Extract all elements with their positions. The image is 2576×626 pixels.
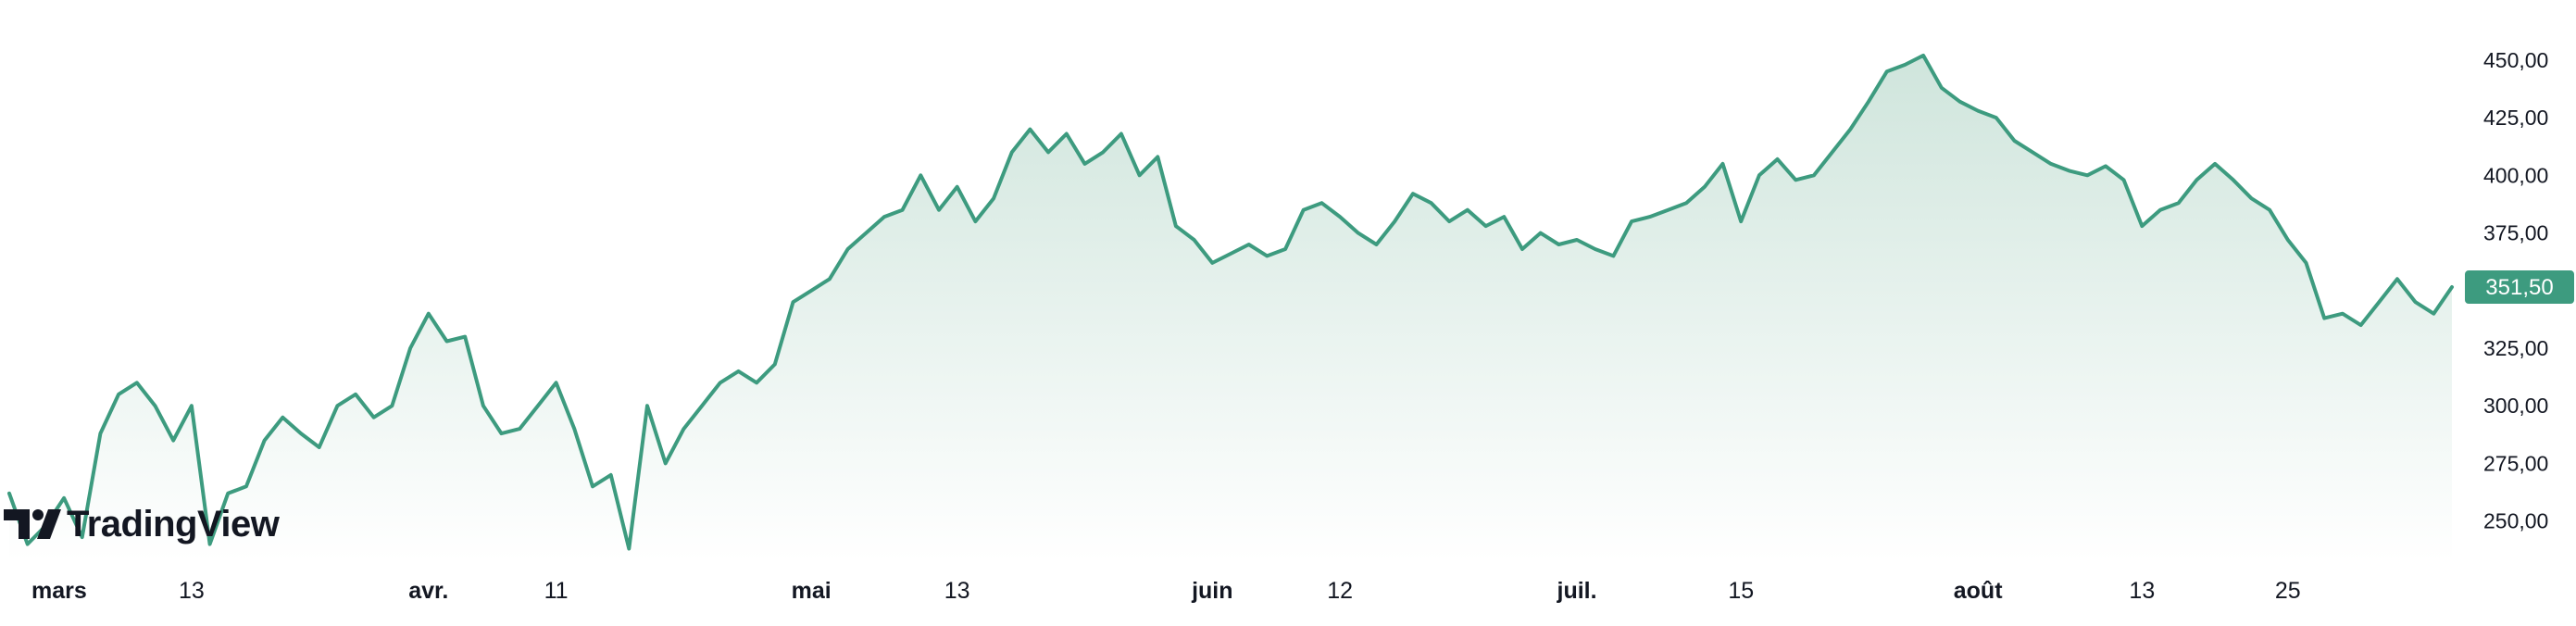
tradingview-logo-icon bbox=[4, 509, 61, 539]
x-tick-label: juil. bbox=[1557, 578, 1597, 604]
x-tick-label: 15 bbox=[1728, 578, 1754, 604]
y-tick-label: 425,00 bbox=[2483, 106, 2548, 130]
last-price-label: 351,50 bbox=[2485, 275, 2553, 300]
x-tick-label: 11 bbox=[544, 578, 569, 604]
y-tick-label: 400,00 bbox=[2483, 163, 2548, 187]
last-price-badge: 351,50 bbox=[2465, 270, 2574, 305]
x-tick-label: 12 bbox=[1327, 578, 1353, 604]
x-tick-label: juin bbox=[1191, 578, 1232, 604]
x-tick-label: 25 bbox=[2275, 578, 2301, 604]
x-tick-label: mars bbox=[31, 578, 87, 604]
y-tick-label: 325,00 bbox=[2483, 336, 2548, 360]
y-tick-label: 450,00 bbox=[2483, 48, 2548, 72]
price-line bbox=[7, 53, 2454, 551]
price-area bbox=[9, 55, 2452, 561]
y-tick-label: 250,00 bbox=[2483, 509, 2548, 533]
x-axis: mars 13 avr. 11 mai 13 juin 12 juil. 15 août 13 25 bbox=[31, 578, 2301, 604]
y-tick-label: 375,00 bbox=[2483, 221, 2548, 245]
x-tick-label: 13 bbox=[179, 578, 205, 604]
tradingview-logo-text: TradingView bbox=[67, 503, 280, 545]
x-tick-label: 13 bbox=[2129, 578, 2155, 604]
y-tick-label: 275,00 bbox=[2483, 451, 2548, 475]
x-tick-label: avr. bbox=[408, 578, 448, 604]
x-tick-label: 13 bbox=[944, 578, 970, 604]
y-axis: 450,00 425,00 400,00 375,00 325,00 300,00 275,… bbox=[2483, 48, 2548, 533]
tradingview-logo[interactable]: TradingView bbox=[2, 496, 280, 552]
x-tick-label: août bbox=[1954, 578, 2003, 604]
y-tick-label: 300,00 bbox=[2483, 394, 2548, 418]
x-tick-label: mai bbox=[792, 578, 832, 604]
